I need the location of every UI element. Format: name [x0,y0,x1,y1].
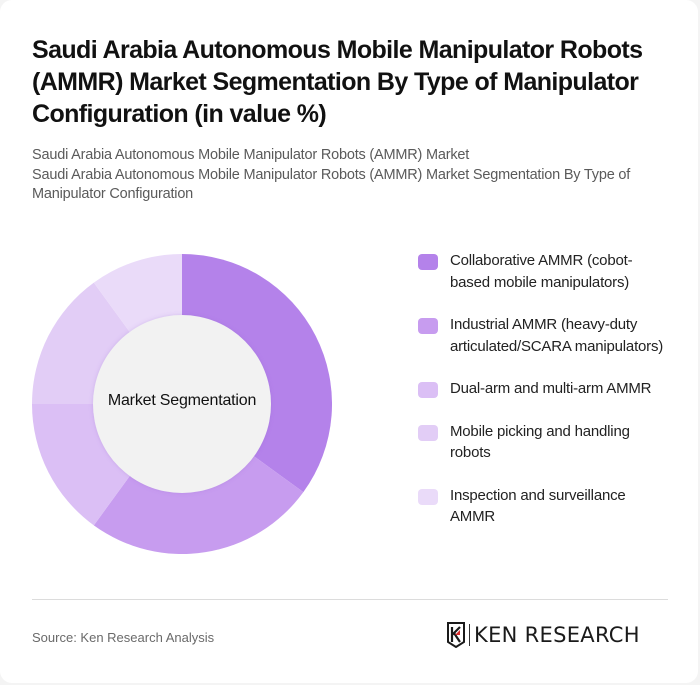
legend-swatch [418,488,438,505]
legend-item-inspection[interactable]: Inspection and surveillance AMMR [418,485,668,528]
chart-title: Saudi Arabia Autonomous Mobile Manipulat… [32,36,643,128]
legend-swatch [418,424,438,441]
legend-label: Inspection and surveillance AMMR [450,486,626,526]
legend-swatch [418,318,438,334]
footer-divider [32,599,668,600]
logo-text: KEN RESEARCH [474,623,640,647]
legend-item-dual-arm[interactable]: Dual-arm and multi-arm AMMR [418,378,668,400]
logo-separator [469,624,470,646]
legend-item-mobile-picking[interactable]: Mobile picking and handling robots [418,421,668,464]
subtitle-line-1: Saudi Arabia Autonomous Mobile Manipulat… [32,147,470,163]
subtitle-line-2: Saudi Arabia Autonomous Mobile Manipulat… [32,166,631,203]
chart-subtitle: Saudi Arabia Autonomous Mobile Manipulat… [32,146,672,205]
legend-item-industrial[interactable]: Industrial AMMR (heavy-duty articulated/… [418,314,668,357]
legend-swatch [418,382,438,398]
legend: Collaborative AMMR (cobot-based mobile m… [418,250,668,549]
legend-swatch [418,254,438,270]
legend-label: Industrial AMMR (heavy-duty articulated/… [450,316,664,355]
donut-hole [93,315,271,493]
donut-center-label: Market Segmentation [107,392,257,409]
legend-label: Mobile picking and handling robots [450,422,630,462]
donut-chart [32,254,332,554]
legend-label: Dual-arm and multi-arm AMMR [450,380,652,397]
legend-label: Collaborative AMMR (cobot-based mobile m… [450,252,633,291]
ken-research-k-icon [447,622,465,648]
legend-item-collaborative[interactable]: Collaborative AMMR (cobot-based mobile m… [418,250,668,293]
source-note: Source: Ken Research Analysis [32,630,215,645]
ken-research-logo: KEN RESEARCH [447,622,640,648]
